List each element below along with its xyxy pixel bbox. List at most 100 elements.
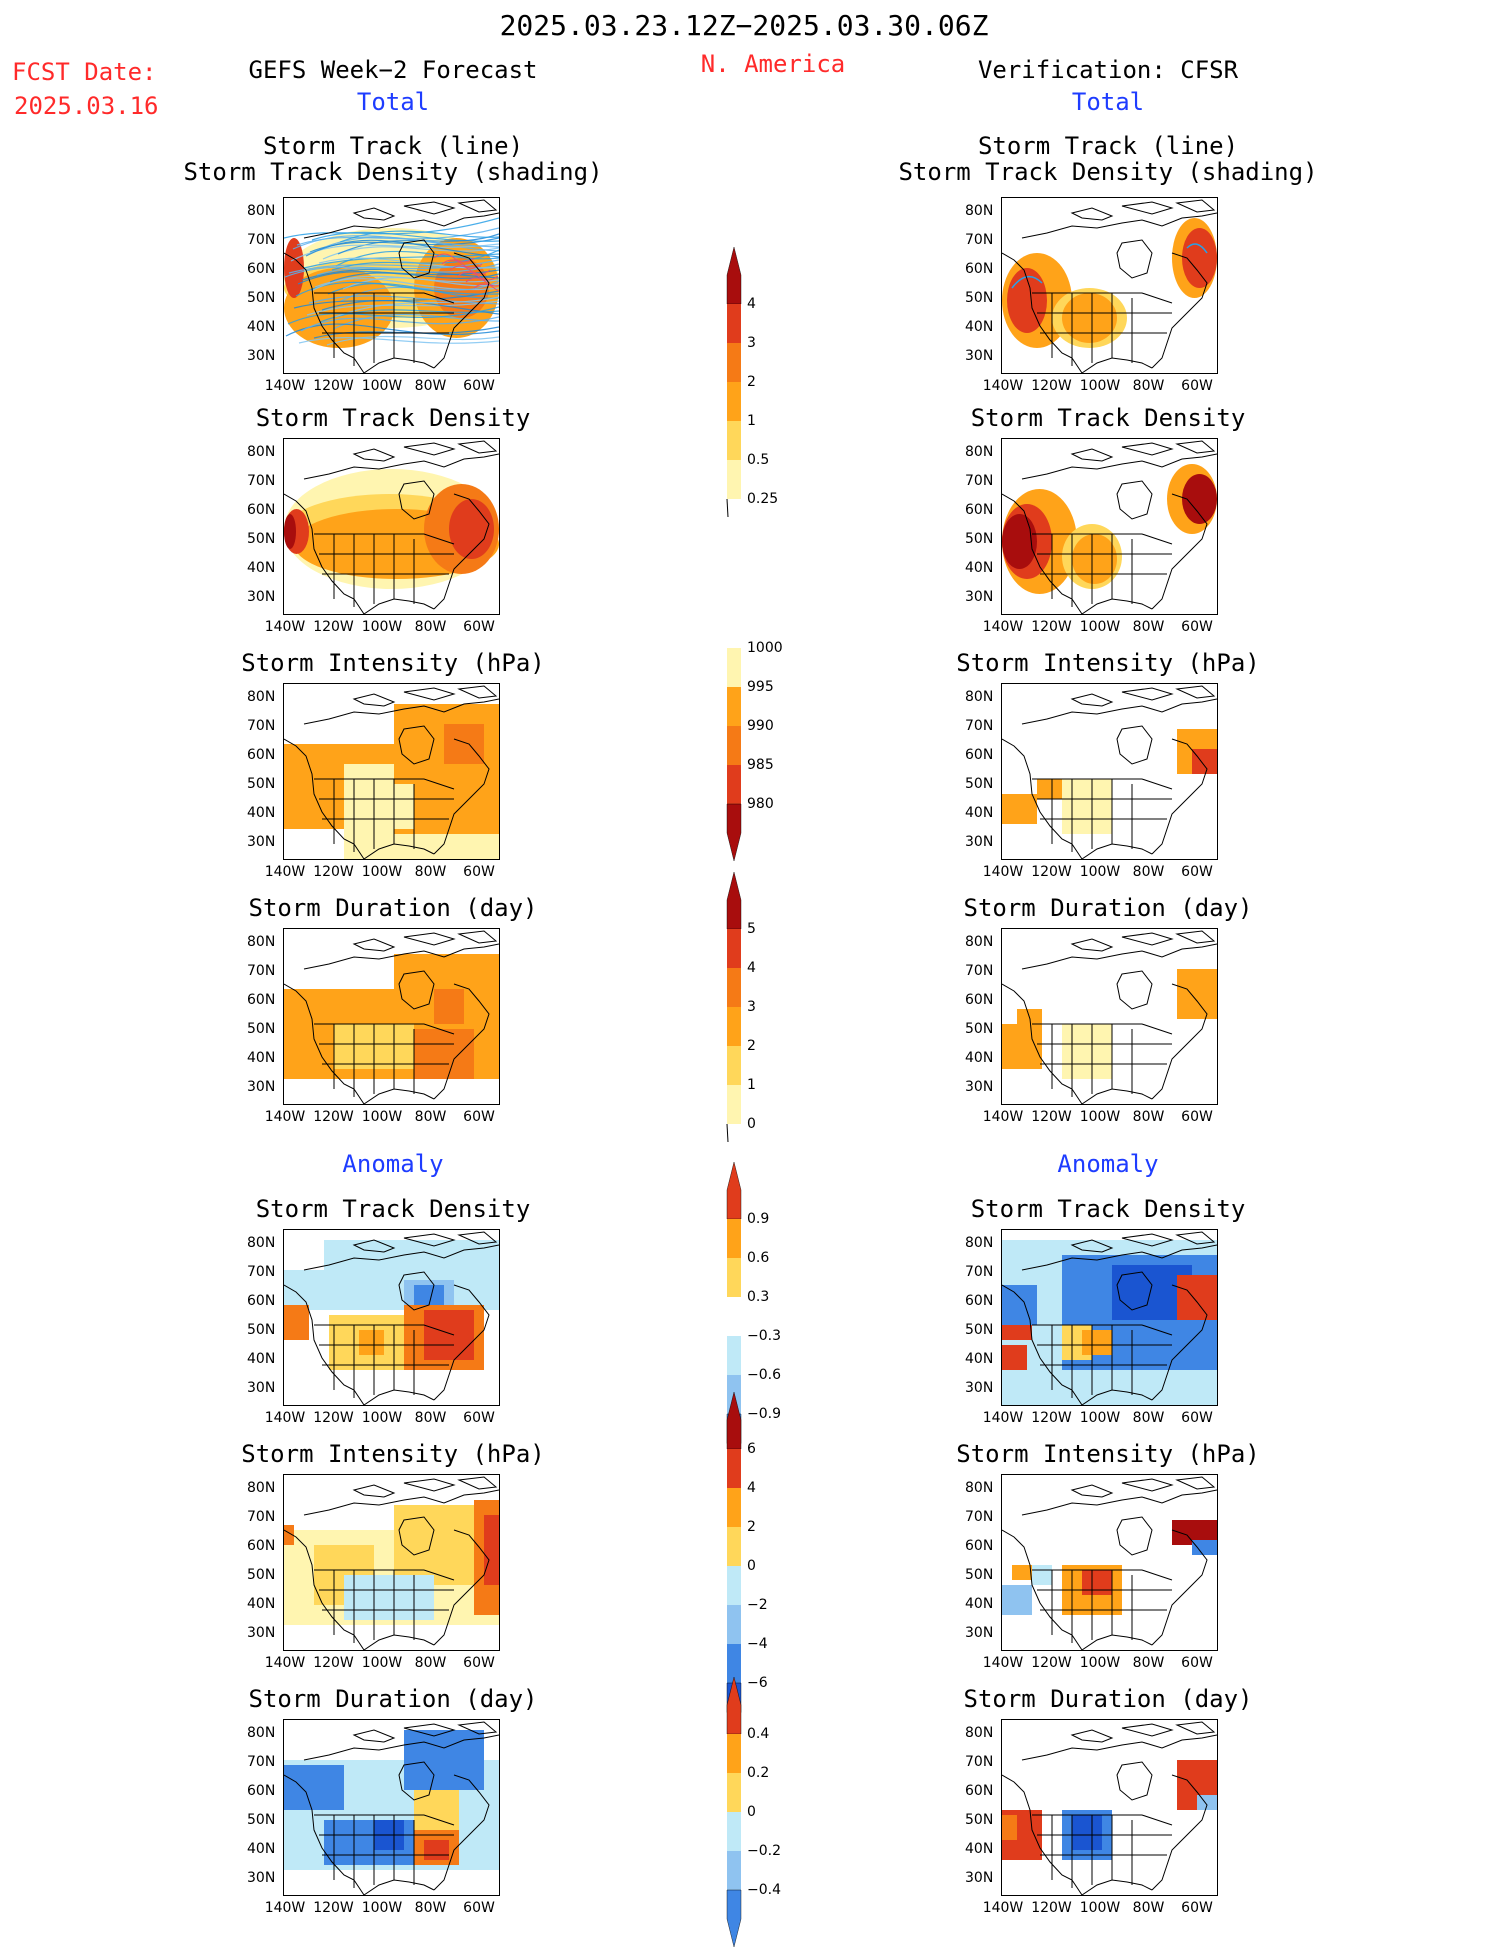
colorbar-intensity_total [726,648,742,862]
lat-tick-label: 50N [247,1567,276,1583]
lat-tick-label: 30N [965,1380,994,1396]
lat-tick-label: 50N [965,776,994,792]
lat-tick-label: 30N [965,589,994,605]
colorbar-tick-label: −0.6 [747,1367,781,1383]
lat-tick-label: 70N [247,718,276,734]
shading-region-5 [1012,1565,1032,1580]
panel-title-track-fcst: Storm Track Density (shading) [183,158,603,186]
lat-tick-label: 50N [965,1812,994,1828]
lat-tick-label: 30N [247,348,276,364]
lat-tick-label: 30N [247,834,276,850]
shading-region-3 [344,1575,434,1620]
colorbar-tick-label: 2 [747,1519,756,1535]
lat-tick-label: 50N [965,1021,994,1037]
lon-tick-label: 100W [1079,378,1121,394]
lat-tick-label: 30N [247,1380,276,1396]
right-total-label: Total [1071,88,1145,116]
shading-region-1 [284,1270,499,1310]
lat-tick-label: 40N [965,560,994,576]
lat-tick-label: 80N [965,934,994,950]
colorbar-tick-label: 0.2 [747,1765,770,1781]
lat-tick-label: 50N [247,290,276,306]
colorbar-tick-label: 4 [747,960,756,976]
panel-title-intensity-fcst: Storm Intensity (hPa) [241,649,545,677]
lat-tick-label: 40N [247,1351,276,1367]
lon-tick-label: 100W [361,1655,403,1671]
shading-region-4 [1002,1585,1032,1615]
lon-tick-label: 100W [361,1900,403,1916]
lat-tick-label: 30N [247,1870,276,1886]
lon-tick-label: 140W [264,864,306,880]
left-column-title: GEFS Week−2 Forecast [248,56,538,84]
colorbar-tick-label: 3 [747,335,756,351]
lat-tick-label: 60N [965,1538,994,1554]
lon-tick-label: 120W [1031,1410,1072,1426]
shading-region-6 [284,514,296,549]
lon-tick-label: 80W [414,619,447,635]
lon-tick-label: 80W [414,378,447,394]
lon-tick-label: 140W [264,619,306,635]
map-duration-ver [1001,928,1218,1105]
panel-title-duration-ver: Storm Duration (day) [963,894,1253,922]
colorbar-tick-label: 0.4 [747,1726,770,1742]
shading-region-4 [1072,534,1117,584]
shading-region-6 [1182,474,1217,524]
lat-tick-label: 60N [247,502,276,518]
colorbar-tick-label: −0.3 [747,1328,781,1344]
panel-title-track-ver: Storm Track (line) [977,132,1239,160]
left-anomaly-label: Anomaly [342,1150,444,1178]
colorbar-tick-label: 995 [747,679,774,695]
map-track-fcst [283,197,500,374]
lat-tick-label: 70N [965,963,994,979]
lat-tick-label: 80N [965,1480,994,1496]
panel-title-aduration-ver: Storm Duration (day) [963,1685,1253,1713]
lat-tick-label: 30N [965,348,994,364]
lat-tick-label: 60N [965,1783,994,1799]
lon-tick-label: 80W [1132,1655,1165,1671]
lon-tick-label: 100W [1079,864,1121,880]
colorbar-tick-label: 2 [747,374,756,390]
map-intensity-ver [1001,683,1218,860]
shading-region-6 [284,1525,294,1545]
shading-region-8 [424,1310,474,1360]
colorbar-tick-label: 0 [747,1558,756,1574]
lat-tick-label: 80N [247,444,276,460]
lat-tick-label: 70N [965,1264,994,1280]
lat-tick-label: 80N [965,444,994,460]
lon-tick-label: 100W [1079,1109,1121,1125]
lon-tick-label: 140W [264,378,306,394]
lon-tick-label: 80W [414,1900,447,1916]
panel-title-density-ver: Storm Track Density [970,404,1246,432]
lon-tick-label: 60W [1181,1109,1213,1125]
lon-tick-label: 80W [414,1109,447,1125]
colorbar-tick-label: 1000 [747,640,783,656]
lon-tick-label: 80W [1132,1900,1165,1916]
lat-tick-label: 50N [247,776,276,792]
lat-tick-label: 60N [247,1293,276,1309]
lat-tick-label: 40N [965,319,994,335]
lon-tick-label: 120W [1031,1900,1072,1916]
colorbar-tick-label: 6 [747,1441,756,1457]
lat-tick-label: 30N [965,1625,994,1641]
lat-tick-label: 70N [247,963,276,979]
colorbar-tick-label: 0.5 [747,452,770,468]
shading-region-3 [434,989,464,1024]
colorbar-tick-label: 0.9 [747,1211,770,1227]
lon-tick-label: 60W [463,864,495,880]
lon-tick-label: 100W [361,1410,403,1426]
map-intensity-fcst [283,683,500,860]
colorbar-tick-label: 985 [747,757,774,773]
shading-region-3 [1082,1570,1112,1595]
lon-tick-label: 100W [361,619,403,635]
lon-tick-label: 60W [463,1900,495,1916]
lon-tick-label: 60W [463,378,495,394]
lat-tick-label: 40N [247,1841,276,1857]
lon-tick-label: 140W [264,1109,306,1125]
lon-tick-label: 80W [1132,1109,1165,1125]
lat-tick-label: 70N [965,473,994,489]
lon-tick-label: 100W [1079,1410,1121,1426]
lat-tick-label: 30N [965,1870,994,1886]
lon-tick-label: 120W [313,619,354,635]
lon-tick-label: 60W [1181,619,1213,635]
shading-region-1 [1002,1815,1017,1840]
